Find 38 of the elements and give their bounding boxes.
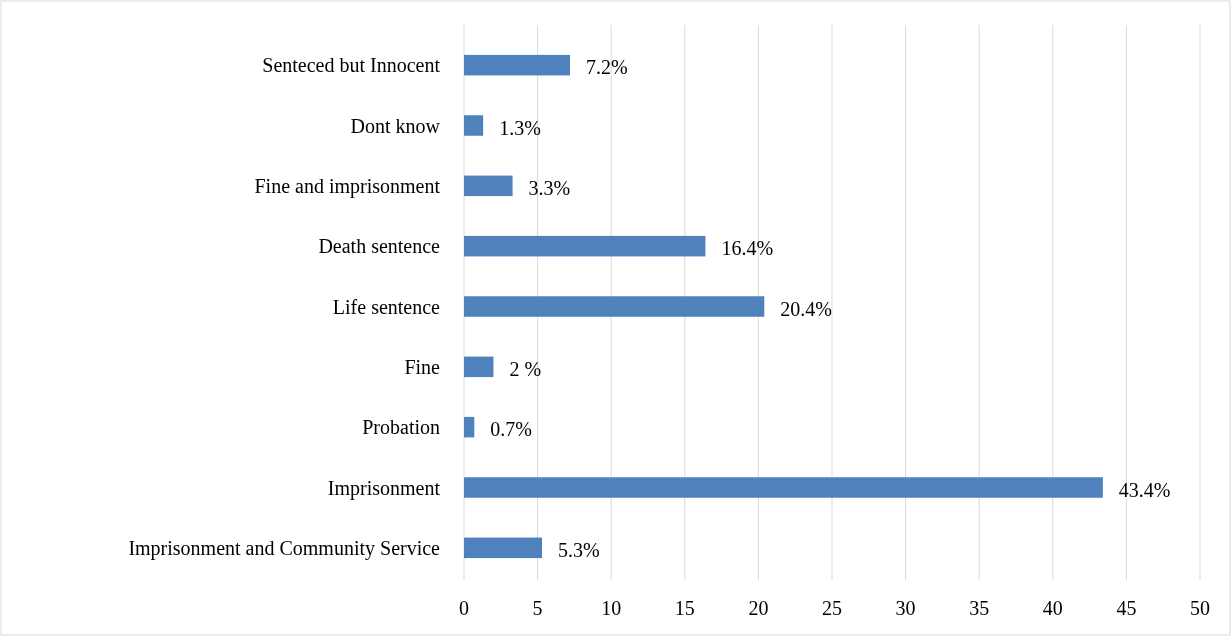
bar (464, 54, 570, 76)
x-tick-label: 15 (674, 597, 695, 619)
y-tick-label: Fine (404, 355, 441, 378)
y-tick-label: Death sentence (318, 235, 441, 258)
y-tick-label: Imprisonment (327, 476, 441, 500)
y-tick-label: Fine and imprisonment (254, 174, 441, 198)
bar (464, 235, 706, 257)
x-tick-label: 10 (601, 597, 622, 619)
bar (464, 356, 494, 378)
x-tick-label: 35 (969, 597, 990, 619)
x-tick-label: 30 (895, 597, 916, 619)
data-label: 3.3% (528, 176, 571, 199)
data-label: 0.7% (490, 418, 532, 441)
y-tick-label: Dont know (350, 114, 441, 137)
bar (464, 175, 513, 197)
x-tick-label: 50 (1190, 597, 1210, 619)
y-tick-label: Probation (362, 416, 440, 439)
data-label: 16.4% (721, 237, 774, 260)
x-tick-label: 20 (748, 597, 769, 619)
data-label: 5.3% (558, 538, 600, 561)
x-tick-label: 5 (532, 597, 543, 619)
bar (464, 416, 475, 438)
x-tick-label: 0 (459, 597, 469, 619)
data-label: 2 % (509, 357, 542, 380)
x-tick-label: 40 (1042, 597, 1063, 619)
x-tick-label: 45 (1116, 597, 1137, 619)
y-tick-label: Senteced but Innocent (262, 54, 441, 77)
bar (464, 477, 1103, 498)
y-tick-label: Life sentence (332, 295, 441, 318)
x-tick-label: 25 (822, 597, 842, 619)
bar (464, 296, 765, 317)
data-label: 1.3% (499, 116, 541, 139)
y-tick-label: Imprisonment and Community Service (128, 536, 441, 560)
data-label: 7.2% (585, 56, 628, 79)
bar (464, 537, 543, 559)
data-label: 43.4% (1118, 478, 1171, 501)
data-label: 20.4% (780, 297, 832, 320)
bar (464, 115, 484, 136)
